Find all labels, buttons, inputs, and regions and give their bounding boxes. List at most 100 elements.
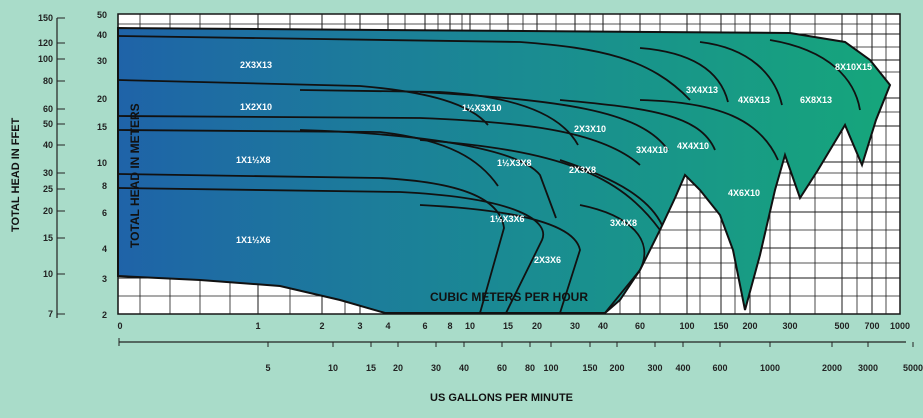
label-2x3x6: 2X3X6 <box>534 255 561 265</box>
m3h-tick-label: 6 <box>422 321 427 331</box>
curve-4x4x10 <box>559 99 716 151</box>
inner-y-title: TOTAL HEAD IN METERS <box>128 103 142 248</box>
m3h-tick-label: 0 <box>117 321 122 331</box>
gpm-tick-label: 400 <box>675 363 690 373</box>
label-1x15x6: 1X1½X6 <box>236 235 271 245</box>
meters-tick-label: 20 <box>97 94 107 104</box>
label-15x3x8: 1½X3X8 <box>497 158 532 168</box>
feet-tick-label: 50 <box>43 119 53 129</box>
m3h-tick-label: 60 <box>635 321 645 331</box>
region-labels: 2X3X13 3X4X13 4X6X13 6X8X13 8X10X15 1X2X… <box>236 60 872 265</box>
meters-tick-label: 30 <box>97 56 107 66</box>
gpm-tick-label: 1000 <box>760 363 780 373</box>
label-8x10x15: 8X10X15 <box>835 62 872 72</box>
label-15x3x6: 1½X3X6 <box>490 214 525 224</box>
meters-tick-label: 15 <box>97 122 107 132</box>
m3h-axis-ticks: 0 1 2 3 4 6 8 10 15 20 30 40 60 100 150 200 300 500 700 100… <box>117 321 910 331</box>
label-3x4x10: 3X4X10 <box>636 145 668 155</box>
gpm-tick-label: 15 <box>366 363 376 373</box>
gpm-tick-label: 5 <box>265 363 270 373</box>
meters-tick-label: 3 <box>102 274 107 284</box>
m3h-tick-label: 8 <box>447 321 452 331</box>
feet-tick-label: 10 <box>43 269 53 279</box>
meters-tick-label: 40 <box>97 30 107 40</box>
curve-3x4x10 <box>419 91 669 151</box>
curve-15x3x6 <box>117 187 545 314</box>
y-axis-title-feet: TOTAL HEAD IN FFET <box>10 117 22 232</box>
gpm-tick-label: 10 <box>328 363 338 373</box>
gpm-tick-label: 80 <box>525 363 535 373</box>
label-4x6x10: 4X6X10 <box>728 188 760 198</box>
curve-4x6x13 <box>699 41 783 106</box>
m3h-tick-label: 150 <box>713 321 728 331</box>
feet-tick-label: 15 <box>43 233 53 243</box>
m3h-tick-label: 200 <box>742 321 757 331</box>
label-3x4x13: 3X4X13 <box>686 85 718 95</box>
m3h-tick-label: 2 <box>319 321 324 331</box>
meters-tick-label: 50 <box>97 10 107 20</box>
gpm-tick-label: 40 <box>459 363 469 373</box>
label-4x6x13: 4X6X13 <box>738 95 770 105</box>
feet-axis-ticks: 150 120 100 80 60 50 40 30 25 20 15 10 7 <box>38 13 65 319</box>
feet-tick-label: 7 <box>48 309 53 319</box>
feet-tick-label: 60 <box>43 104 53 114</box>
meters-tick-label: 4 <box>102 244 107 254</box>
x-axis-title-gpm: US GALLONS PER MINUTE <box>430 392 573 404</box>
curve-1x2x10 <box>117 79 489 126</box>
label-2x3x8: 2X3X8 <box>569 165 596 175</box>
label-2x3x13: 2X3X13 <box>240 60 272 70</box>
gpm-tick-label: 2000 <box>822 363 842 373</box>
feet-tick-label: 120 <box>38 38 53 48</box>
curve-2x3x10 <box>117 115 641 166</box>
label-2x3x10: 2X3X10 <box>574 124 606 134</box>
m3h-tick-label: 100 <box>679 321 694 331</box>
feet-tick-label: 150 <box>38 13 53 23</box>
m3h-tick-label: 10 <box>465 321 475 331</box>
curve-15x3x8 <box>299 129 557 219</box>
curve-2x3x6 <box>419 204 581 314</box>
label-3x4x8: 3X4X8 <box>610 218 637 228</box>
feet-tick-label: 40 <box>43 140 53 150</box>
m3h-tick-label: 4 <box>385 321 390 331</box>
label-4x4x10: 4X4X10 <box>677 141 709 151</box>
gpm-tick-label: 30 <box>431 363 441 373</box>
m3h-tick-label: 700 <box>864 321 879 331</box>
label-1x15x8: 1X1½X8 <box>236 155 271 165</box>
meters-tick-label: 6 <box>102 208 107 218</box>
coverage-regions <box>117 26 892 314</box>
gpm-tick-label: 60 <box>497 363 507 373</box>
curve-1x15x8 <box>117 129 499 187</box>
m3h-tick-label: 1 <box>255 321 260 331</box>
feet-tick-label: 100 <box>38 54 53 64</box>
curve-4x6x10 <box>639 99 779 161</box>
gpm-tick-label: 20 <box>393 363 403 373</box>
gpm-tick-label: 600 <box>712 363 727 373</box>
meters-tick-label: 8 <box>102 181 107 191</box>
gpm-tick-label: 300 <box>647 363 662 373</box>
label-6x8x13: 6X8X13 <box>800 95 832 105</box>
curve-6x8x13 <box>769 39 861 111</box>
gpm-axis-ticks: 5 10 15 20 30 40 60 80 100 150 200 300 400 600 1000 200… <box>118 338 923 373</box>
m3h-tick-label: 30 <box>570 321 580 331</box>
meters-axis-ticks: 50 40 30 20 15 10 8 6 4 3 2 <box>97 10 107 320</box>
feet-tick-label: 30 <box>43 168 53 178</box>
label-1x2x10: 1X2X10 <box>240 102 272 112</box>
coverage-envelope <box>117 26 892 314</box>
label-15x3x10: 1½X3X10 <box>462 103 502 113</box>
gpm-tick-label: 5000 <box>903 363 923 373</box>
feet-tick-label: 20 <box>43 206 53 216</box>
gpm-tick-label: 3000 <box>858 363 878 373</box>
curve-3x4x8 <box>559 159 663 226</box>
gpm-tick-label: 200 <box>609 363 624 373</box>
m3h-tick-label: 300 <box>782 321 797 331</box>
m3h-tick-label: 500 <box>834 321 849 331</box>
curve-2x3x13 <box>117 35 691 101</box>
m3h-tick-label: 1000 <box>890 321 910 331</box>
m3h-tick-label: 15 <box>503 321 513 331</box>
feet-tick-label: 80 <box>43 76 53 86</box>
m3h-tick-label: 3 <box>357 321 362 331</box>
meters-tick-label: 2 <box>102 310 107 320</box>
gpm-tick-label: 100 <box>543 363 558 373</box>
inner-x-title: CUBIC METERS PER HOUR <box>430 290 588 304</box>
